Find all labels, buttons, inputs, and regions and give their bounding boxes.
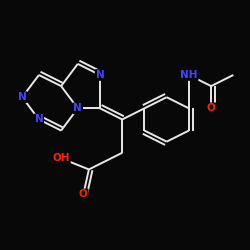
Text: N: N <box>74 103 82 113</box>
Text: N: N <box>34 114 43 124</box>
Text: OH: OH <box>52 153 70 163</box>
Text: O: O <box>79 190 88 200</box>
Text: NH: NH <box>180 70 198 80</box>
Text: N: N <box>18 92 26 102</box>
Text: N: N <box>96 70 104 80</box>
Text: O: O <box>207 103 216 113</box>
